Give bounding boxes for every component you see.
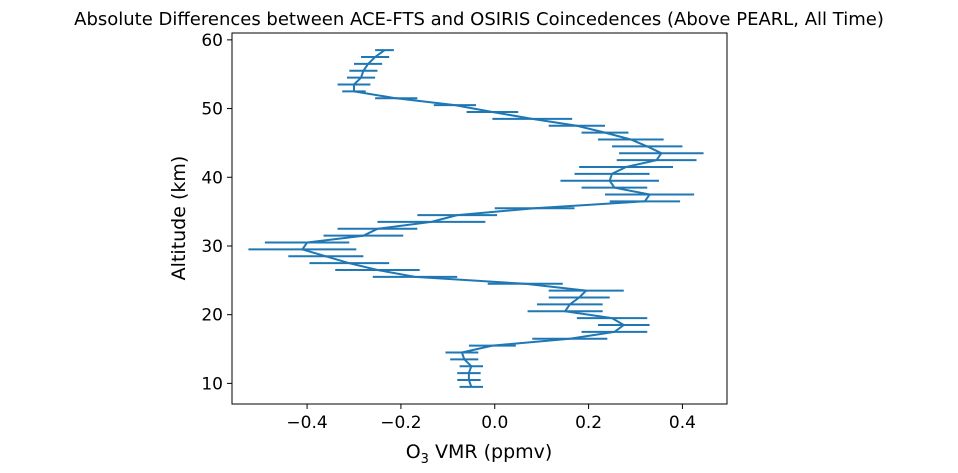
x-tick-label: −0.2 <box>380 413 421 433</box>
x-tick-label: −0.4 <box>286 413 327 433</box>
y-tick-label: 50 <box>201 100 223 120</box>
y-axis-label: Altitude (km) <box>168 156 190 281</box>
y-tick-label: 60 <box>201 31 223 51</box>
y-tick-label: 10 <box>201 374 223 394</box>
y-axis: 10 20 30 40 50 60 <box>201 31 232 394</box>
plot-background <box>232 33 727 404</box>
x-tick-label: 0.2 <box>575 413 602 433</box>
x-axis-label: O3 VMR (ppmv) <box>406 441 553 467</box>
x-axis-label-subscript: 3 <box>421 452 429 467</box>
y-tick-label: 30 <box>201 237 223 257</box>
plot-frame <box>231 32 728 405</box>
x-axis-label-rest: VMR (ppmv) <box>429 441 552 463</box>
y-tick-label: 40 <box>201 168 223 188</box>
plot-area <box>231 32 728 405</box>
series-line <box>301 49 663 388</box>
x-axis-label-main: O <box>406 441 421 463</box>
chart-title: Absolute Differences between ACE-FTS and… <box>74 9 884 30</box>
y-tick-label: 20 <box>201 306 223 326</box>
x-tick-label: 0.0 <box>481 413 508 433</box>
x-tick-label: 0.4 <box>669 413 696 433</box>
x-axis: −0.4 −0.2 0.0 0.2 0.4 <box>286 404 696 433</box>
